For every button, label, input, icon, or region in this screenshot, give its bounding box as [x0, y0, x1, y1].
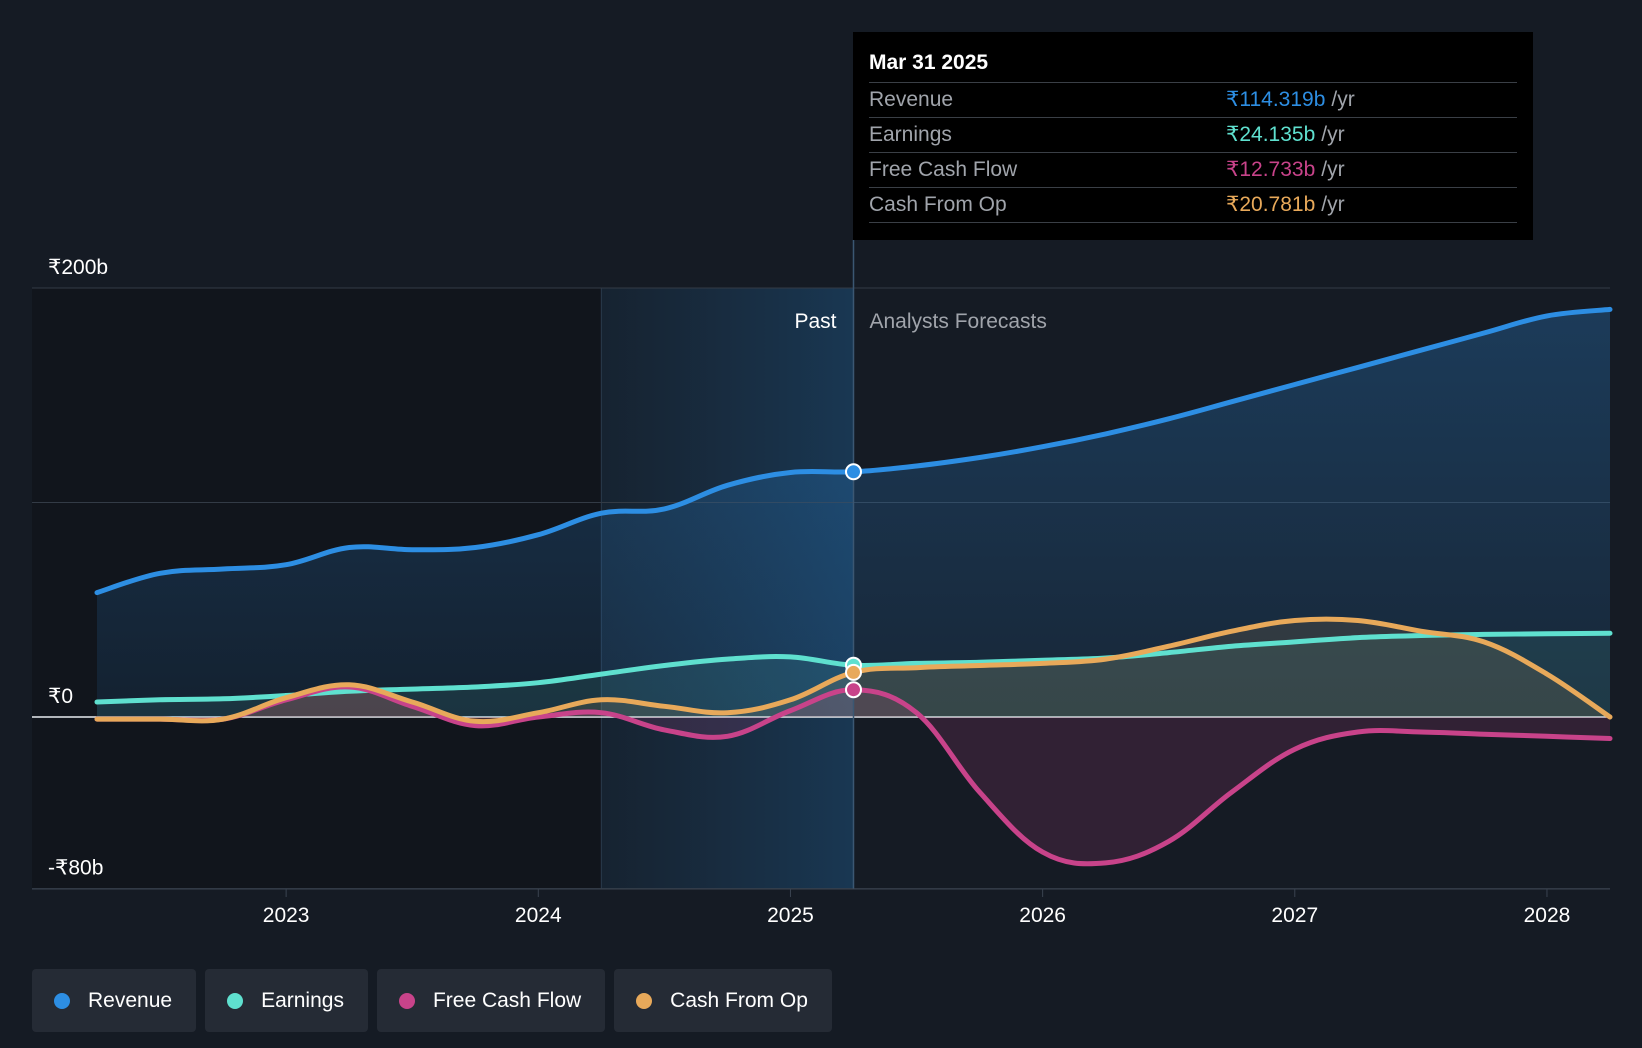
tooltip-value: ₹20.781b — [1226, 193, 1316, 216]
marker-cash-from-op — [845, 663, 862, 681]
tooltip-unit: /yr — [1331, 88, 1355, 111]
tooltip-label: Cash From Op — [869, 193, 1007, 216]
x-tick-label: 2026 — [1019, 904, 1066, 927]
tooltip-unit: /yr — [1321, 193, 1345, 216]
tooltip-value: ₹114.319b — [1226, 88, 1326, 111]
legend-item-free-cash-flow[interactable]: Free Cash Flow — [376, 969, 606, 1032]
tooltip-unit: /yr — [1321, 158, 1345, 181]
y-tick-label: ₹0 — [48, 685, 73, 708]
tooltip-row-earnings: Earnings ₹24.135b /yr — [869, 118, 1517, 153]
tooltip-value: ₹24.135b — [1226, 123, 1316, 146]
tooltip-unit: /yr — [1321, 123, 1345, 146]
legend-item-revenue[interactable]: Revenue — [32, 969, 197, 1032]
x-tick-label: 2024 — [515, 904, 562, 927]
legend-dot-icon — [636, 992, 653, 1009]
x-tick-label: 2028 — [1524, 904, 1571, 927]
x-tick-label: 2027 — [1271, 904, 1318, 927]
legend-dot-icon — [54, 992, 70, 1009]
legend-dot-icon — [227, 992, 244, 1009]
tooltip-date: Mar 31 2025 — [869, 46, 1517, 83]
tooltip-row-cash-from-op: Cash From Op ₹20.781b /yr — [869, 188, 1517, 223]
x-tick-label: 2023 — [263, 904, 310, 927]
tooltip-label: Revenue — [869, 88, 954, 111]
tooltip-label: Free Cash Flow — [869, 158, 1018, 181]
legend-dot-icon — [398, 992, 415, 1009]
legend-label: Cash From Op — [670, 988, 808, 1012]
legend: Revenue Earnings Free Cash Flow Cash Fro… — [32, 969, 832, 1032]
y-tick-label: ₹200b — [48, 256, 108, 279]
legend-item-earnings[interactable]: Earnings — [205, 969, 368, 1032]
y-tick-label: -₹80b — [48, 857, 103, 880]
tooltip-value: ₹12.733b — [1226, 158, 1316, 181]
marker-revenue — [845, 463, 862, 481]
tooltip-row-free-cash-flow: Free Cash Flow ₹12.733b /yr — [869, 153, 1517, 188]
legend-label: Earnings — [261, 988, 344, 1012]
tooltip-label: Earnings — [869, 123, 952, 146]
forecast-label: Analysts Forecasts — [870, 310, 1047, 333]
past-label: Past — [794, 310, 836, 333]
legend-label: Revenue — [88, 988, 173, 1012]
tooltip-row-revenue: Revenue ₹114.319b /yr — [869, 83, 1517, 118]
area-free-cash-flow — [97, 686, 1610, 864]
x-tick-label: 2025 — [767, 904, 814, 927]
legend-item-cash-from-op[interactable]: Cash From Op — [614, 969, 832, 1032]
legend-label: Free Cash Flow — [432, 988, 582, 1012]
tooltip: Mar 31 2025 Revenue ₹114.319b /yr Earnin… — [853, 32, 1533, 240]
marker-free-cash-flow — [845, 681, 862, 699]
